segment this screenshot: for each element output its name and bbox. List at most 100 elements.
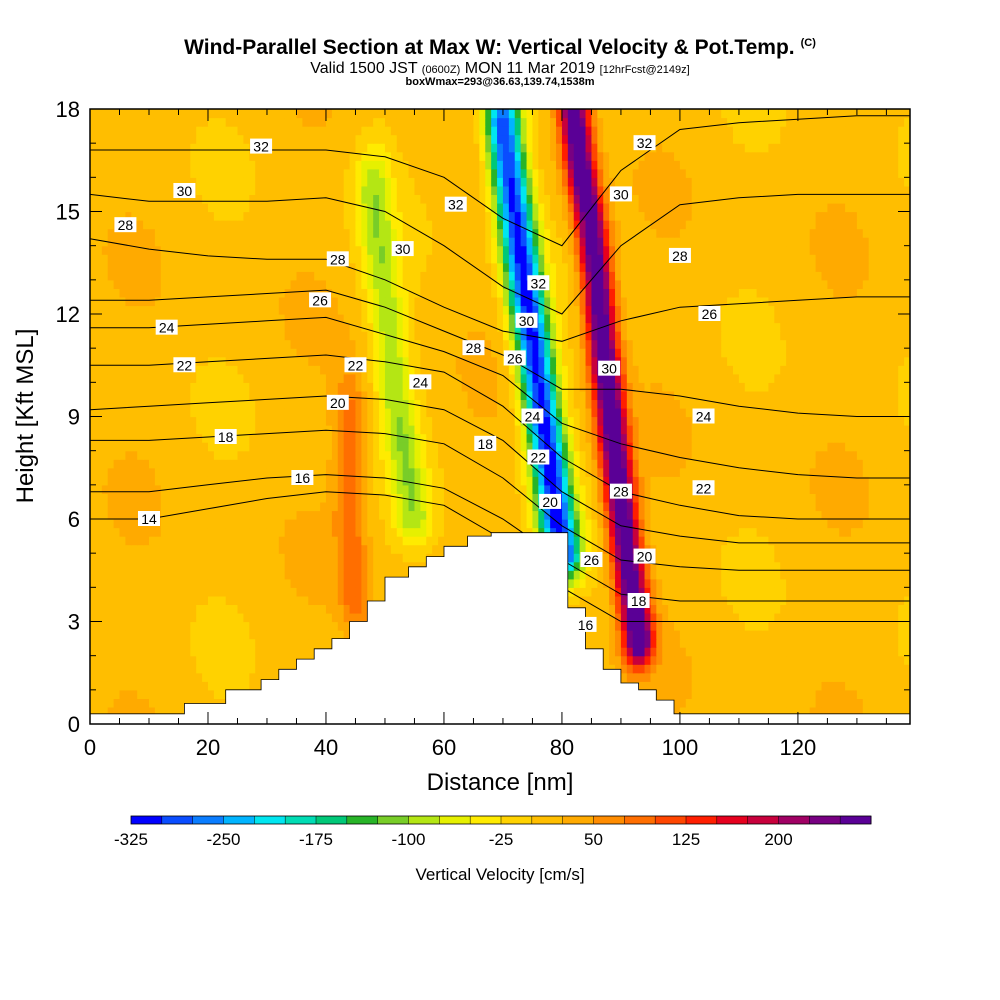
field-cell (762, 672, 770, 682)
field-cell (851, 536, 858, 546)
field-cell (367, 501, 374, 512)
field-cell (249, 647, 256, 657)
field-cell (432, 433, 439, 443)
field-cell (538, 519, 545, 529)
field-cell (255, 630, 262, 640)
field-cell (880, 519, 888, 529)
field-cell (662, 476, 669, 486)
field-cell (792, 476, 799, 486)
field-cell (597, 501, 604, 512)
field-cell (851, 706, 858, 717)
field-cell (892, 595, 899, 606)
field-cell (390, 536, 398, 546)
field-cell (709, 527, 716, 537)
field-cell (113, 698, 121, 708)
field-cell (656, 561, 663, 571)
field-cell (856, 493, 864, 503)
field-cell (154, 647, 162, 657)
field-cell (567, 519, 575, 529)
field-cell (620, 501, 628, 512)
field-cell (237, 621, 244, 631)
field-cell (868, 587, 876, 597)
field-cell (845, 604, 852, 614)
field-cell (886, 450, 893, 460)
field-cell (609, 442, 616, 452)
field-cell (302, 450, 309, 460)
field-cell (868, 553, 876, 563)
field-cell (520, 467, 528, 477)
field-cell (774, 553, 781, 563)
field-cell (874, 476, 882, 486)
field-cell (774, 484, 781, 494)
field-cell (603, 570, 610, 580)
field-cell (703, 544, 711, 554)
field-cell (668, 467, 675, 477)
field-cell (650, 433, 657, 443)
field-cell (809, 425, 817, 435)
field-cell (107, 647, 115, 657)
field-cell (703, 689, 711, 699)
field-cell (597, 604, 604, 614)
subtitle-forecast: [12hrFcst@2149z] (599, 64, 690, 76)
field-cell (302, 647, 309, 657)
field-cell (213, 493, 221, 503)
field-cell (839, 536, 846, 546)
field-cell (768, 467, 775, 477)
field-cell (320, 493, 327, 503)
field-cell (148, 476, 156, 486)
field-cell (384, 484, 392, 494)
field-cell (207, 621, 215, 631)
field-cell (668, 493, 675, 503)
field-cell (143, 630, 150, 640)
field-cell (296, 501, 303, 512)
field-cell (738, 553, 746, 563)
field-cell (143, 425, 150, 435)
field-cell (538, 433, 545, 443)
field-cell (154, 570, 162, 580)
field-cell (520, 527, 528, 537)
field-cell (473, 425, 480, 435)
field-cell (815, 698, 823, 708)
field-cell (591, 630, 598, 640)
field-cell (172, 459, 180, 469)
field-cell (898, 706, 905, 717)
field-cell (845, 476, 852, 486)
field-cell (738, 493, 746, 503)
field-cell (202, 536, 209, 546)
field-cell (809, 698, 817, 708)
field-cell (780, 476, 787, 486)
field-cell (874, 621, 882, 631)
field-cell (196, 664, 203, 674)
field-cell (361, 467, 368, 477)
field-cell (768, 578, 775, 588)
field-cell (809, 706, 817, 717)
field-cell (361, 604, 368, 614)
field-cell (172, 433, 180, 443)
field-cell (809, 459, 817, 469)
field-cell (261, 578, 268, 588)
field-cell (656, 519, 663, 529)
field-cell (756, 664, 764, 674)
field-cell (219, 536, 227, 546)
field-cell (95, 638, 103, 648)
field-cell (892, 467, 899, 477)
field-cell (880, 442, 888, 452)
field-cell (845, 519, 852, 529)
field-cell (738, 467, 746, 477)
field-cell (792, 519, 799, 529)
field-cell (591, 442, 598, 452)
field-cell (561, 467, 569, 477)
field-cell (408, 544, 416, 554)
field-cell (379, 527, 386, 537)
field-cell (243, 595, 250, 606)
field-cell (868, 484, 876, 494)
field-cell (420, 459, 427, 469)
field-cell (249, 570, 256, 580)
field-cell (278, 527, 286, 537)
field-cell (160, 450, 168, 460)
field-cell (473, 459, 480, 469)
field-cell (715, 612, 722, 623)
field-cell (721, 587, 728, 597)
field-cell (792, 425, 799, 435)
field-cell (249, 450, 256, 460)
